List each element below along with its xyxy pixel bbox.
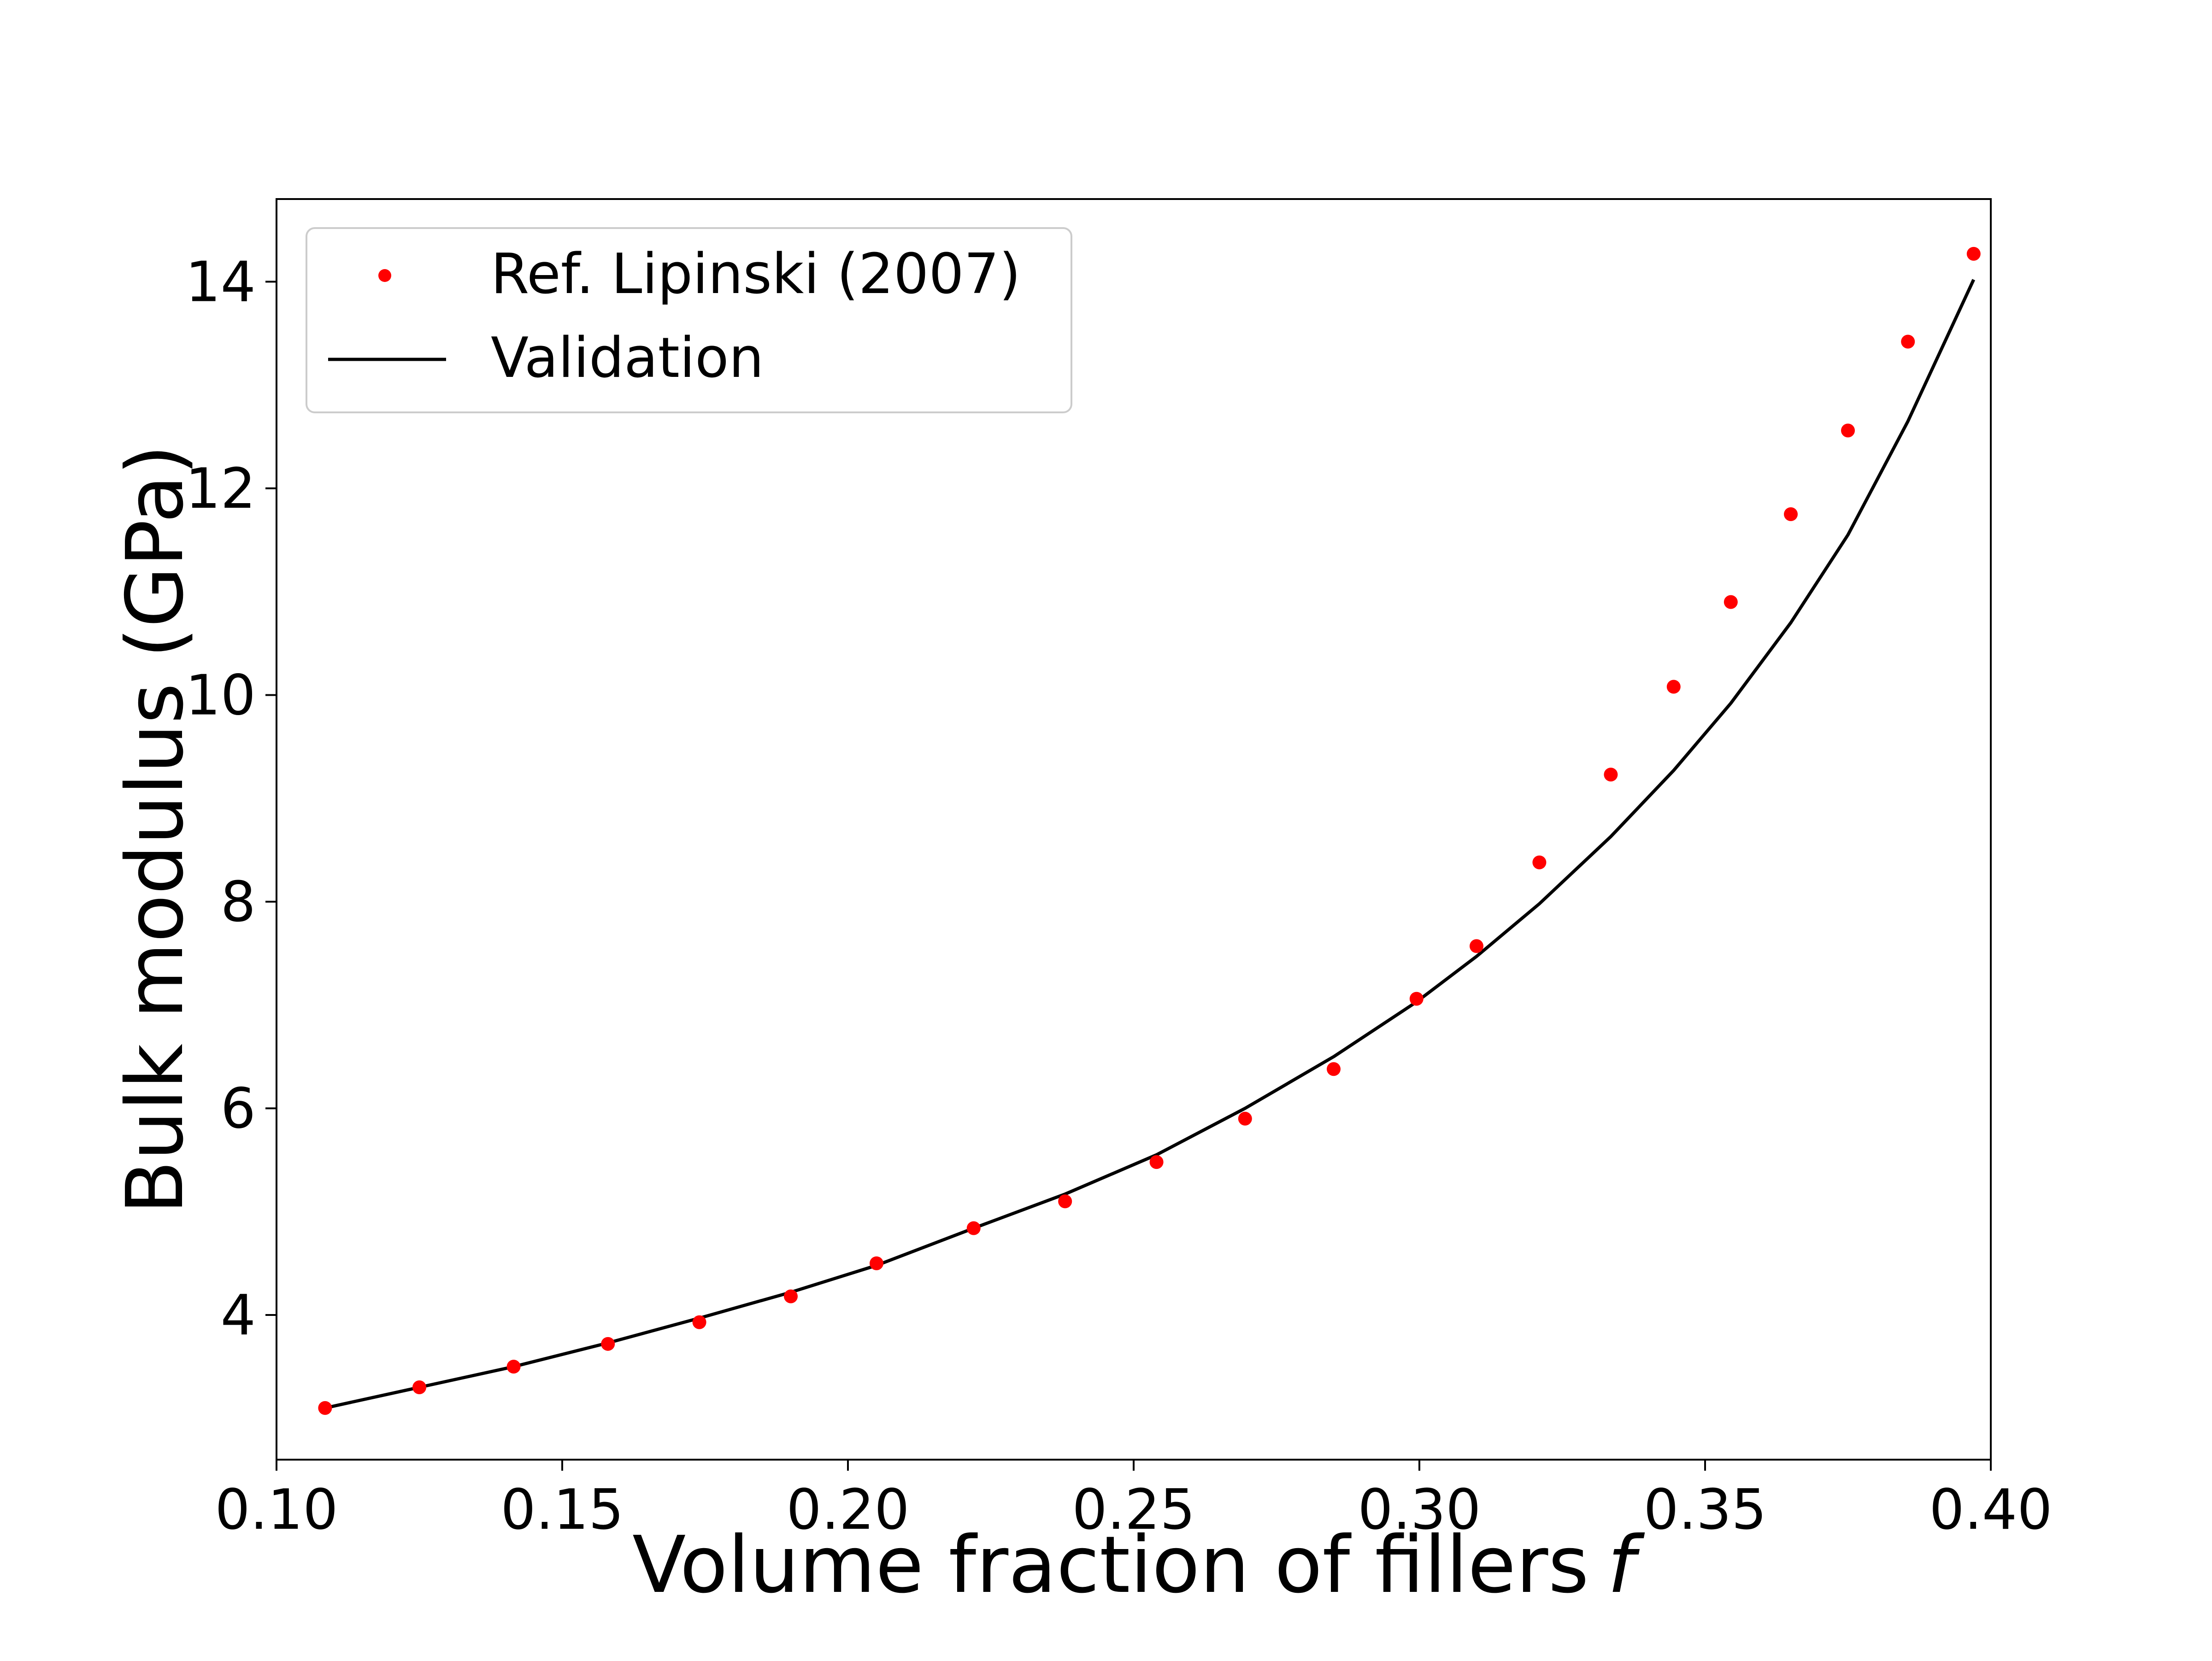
y-tick-label: 6	[221, 1077, 256, 1141]
x-axis-label-text: Volume fraction of fillers	[632, 1520, 1589, 1611]
data-point-ref-lipinski	[1784, 507, 1798, 521]
data-point-ref-lipinski	[1058, 1194, 1072, 1209]
data-point-ref-lipinski	[1470, 939, 1483, 953]
data-point-ref-lipinski	[1604, 768, 1618, 782]
y-tick-label: 8	[221, 870, 256, 934]
legend: Ref. Lipinski (2007) Validation	[306, 227, 1072, 413]
data-point-ref-lipinski	[1724, 595, 1738, 609]
y-axis-label: Bulk modulus (GPa)	[110, 445, 201, 1214]
data-point-ref-lipinski	[1666, 680, 1681, 694]
data-point-ref-lipinski	[412, 1380, 426, 1395]
series-line-validation	[324, 279, 1975, 1410]
x-axis-label: Volume fraction of fillers f	[632, 1520, 1645, 1611]
x-tick-label: 0.35	[1643, 1478, 1766, 1542]
y-tick-label: 12	[185, 457, 256, 521]
data-point-ref-lipinski	[1327, 1062, 1341, 1076]
y-tick-label: 4	[221, 1284, 256, 1348]
data-point-ref-lipinski	[1966, 247, 1981, 261]
data-point-ref-lipinski	[1238, 1111, 1252, 1126]
data-point-ref-lipinski	[1901, 335, 1915, 349]
y-axis-ticks: 4 6 8 10 12 14	[185, 250, 276, 1348]
data-point-ref-lipinski	[1532, 855, 1547, 869]
y-tick-label: 10	[185, 663, 256, 728]
data-point-ref-lipinski	[966, 1221, 981, 1235]
data-point-ref-lipinski	[506, 1360, 521, 1374]
series-layer	[318, 247, 1981, 1415]
x-tick-label: 0.15	[500, 1478, 624, 1542]
x-axis-ticks: 0.10 0.15 0.20 0.25 0.30 0.35 0.40	[215, 1460, 2053, 1542]
data-point-ref-lipinski	[318, 1401, 332, 1415]
x-tick-label: 0.20	[786, 1478, 909, 1542]
data-point-ref-lipinski	[1149, 1155, 1164, 1169]
legend-marker-ref-lipinski	[378, 269, 391, 282]
x-tick-label: 0.40	[1929, 1478, 2052, 1542]
data-point-ref-lipinski	[601, 1337, 615, 1351]
data-point-ref-lipinski	[1409, 992, 1424, 1006]
legend-label-ref-lipinski: Ref. Lipinski (2007)	[491, 242, 1021, 306]
x-tick-label: 0.30	[1358, 1478, 1481, 1542]
data-point-ref-lipinski	[784, 1289, 798, 1303]
data-point-ref-lipinski	[692, 1315, 706, 1329]
x-tick-label: 0.10	[215, 1478, 338, 1542]
data-point-ref-lipinski	[1841, 423, 1855, 438]
data-point-ref-lipinski	[870, 1256, 883, 1270]
legend-box	[306, 227, 1072, 413]
legend-label-validation: Validation	[491, 326, 764, 390]
y-tick-label: 14	[185, 250, 256, 314]
x-tick-label: 0.25	[1072, 1478, 1195, 1542]
